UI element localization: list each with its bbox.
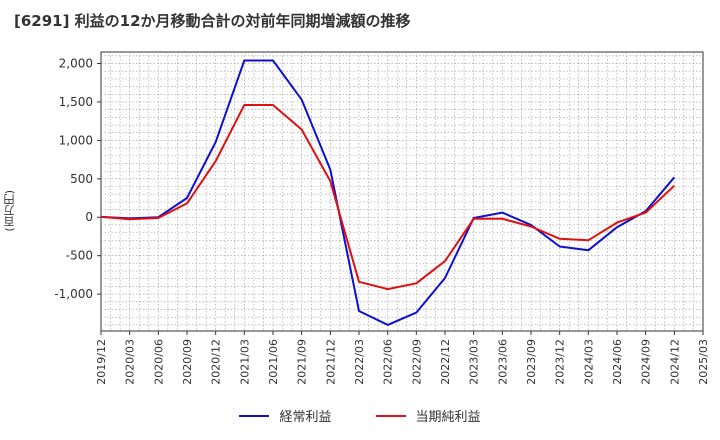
x-tick-label: 2022/06 (382, 339, 395, 385)
y-tick-label: 500 (70, 172, 93, 186)
x-tick-label: 2019/12 (95, 339, 108, 385)
y-tick-label: 0 (85, 210, 93, 224)
series-line-net-profit (100, 104, 675, 291)
y-tick-label: -500 (66, 249, 93, 263)
x-tick-label: 2022/09 (410, 339, 423, 385)
x-tick-label: 2022/03 (353, 339, 366, 385)
x-tick-label: 2024/06 (611, 339, 624, 385)
x-tick-label: 2024/03 (582, 339, 595, 385)
legend-label-net-profit: 当期純利益 (415, 410, 481, 425)
y-tick-label: 2,000 (59, 57, 93, 71)
x-tick-label: 2024/09 (640, 339, 653, 385)
x-tick-label: 2023/09 (525, 339, 538, 385)
legend-item-net-profit: 当期純利益 (375, 406, 481, 425)
x-tick-label: 2021/12 (324, 339, 337, 385)
x-tick-label: 2023/03 (468, 339, 481, 385)
legend-label-ordinary-profit: 経常利益 (279, 410, 332, 425)
x-tick-label: 2020/03 (124, 339, 137, 385)
x-tick-label: 2023/12 (554, 339, 567, 385)
x-tick-label: 2022/12 (439, 339, 452, 385)
series-line-ordinary-profit (100, 59, 676, 326)
x-tick-label: 2024/12 (668, 339, 681, 385)
y-tick-label: 1,500 (59, 95, 93, 109)
x-tick-label: 2020/12 (210, 339, 223, 385)
plot-area (100, 51, 704, 332)
legend-item-ordinary-profit: 経常利益 (239, 406, 332, 425)
legend-swatch-ordinary-profit (239, 414, 270, 417)
x-tick-label: 2020/09 (181, 339, 194, 385)
x-tick-label: 2021/03 (238, 339, 251, 385)
legend: 経常利益 当期純利益 (0, 406, 720, 425)
x-tick-label: 2023/06 (496, 339, 509, 385)
x-tick-label: 2020/06 (152, 339, 165, 385)
x-tick-label: 2021/06 (267, 339, 280, 385)
x-tick-label: 2021/09 (296, 339, 309, 385)
x-tick-label: 2025/03 (697, 339, 710, 385)
y-tick-label: -1,000 (54, 287, 93, 301)
chart-title: [6291] 利益の12か月移動合計の対前年同期増減額の推移 (14, 12, 411, 30)
y-tick-label: 1,000 (59, 133, 93, 147)
legend-swatch-net-profit (375, 414, 406, 417)
